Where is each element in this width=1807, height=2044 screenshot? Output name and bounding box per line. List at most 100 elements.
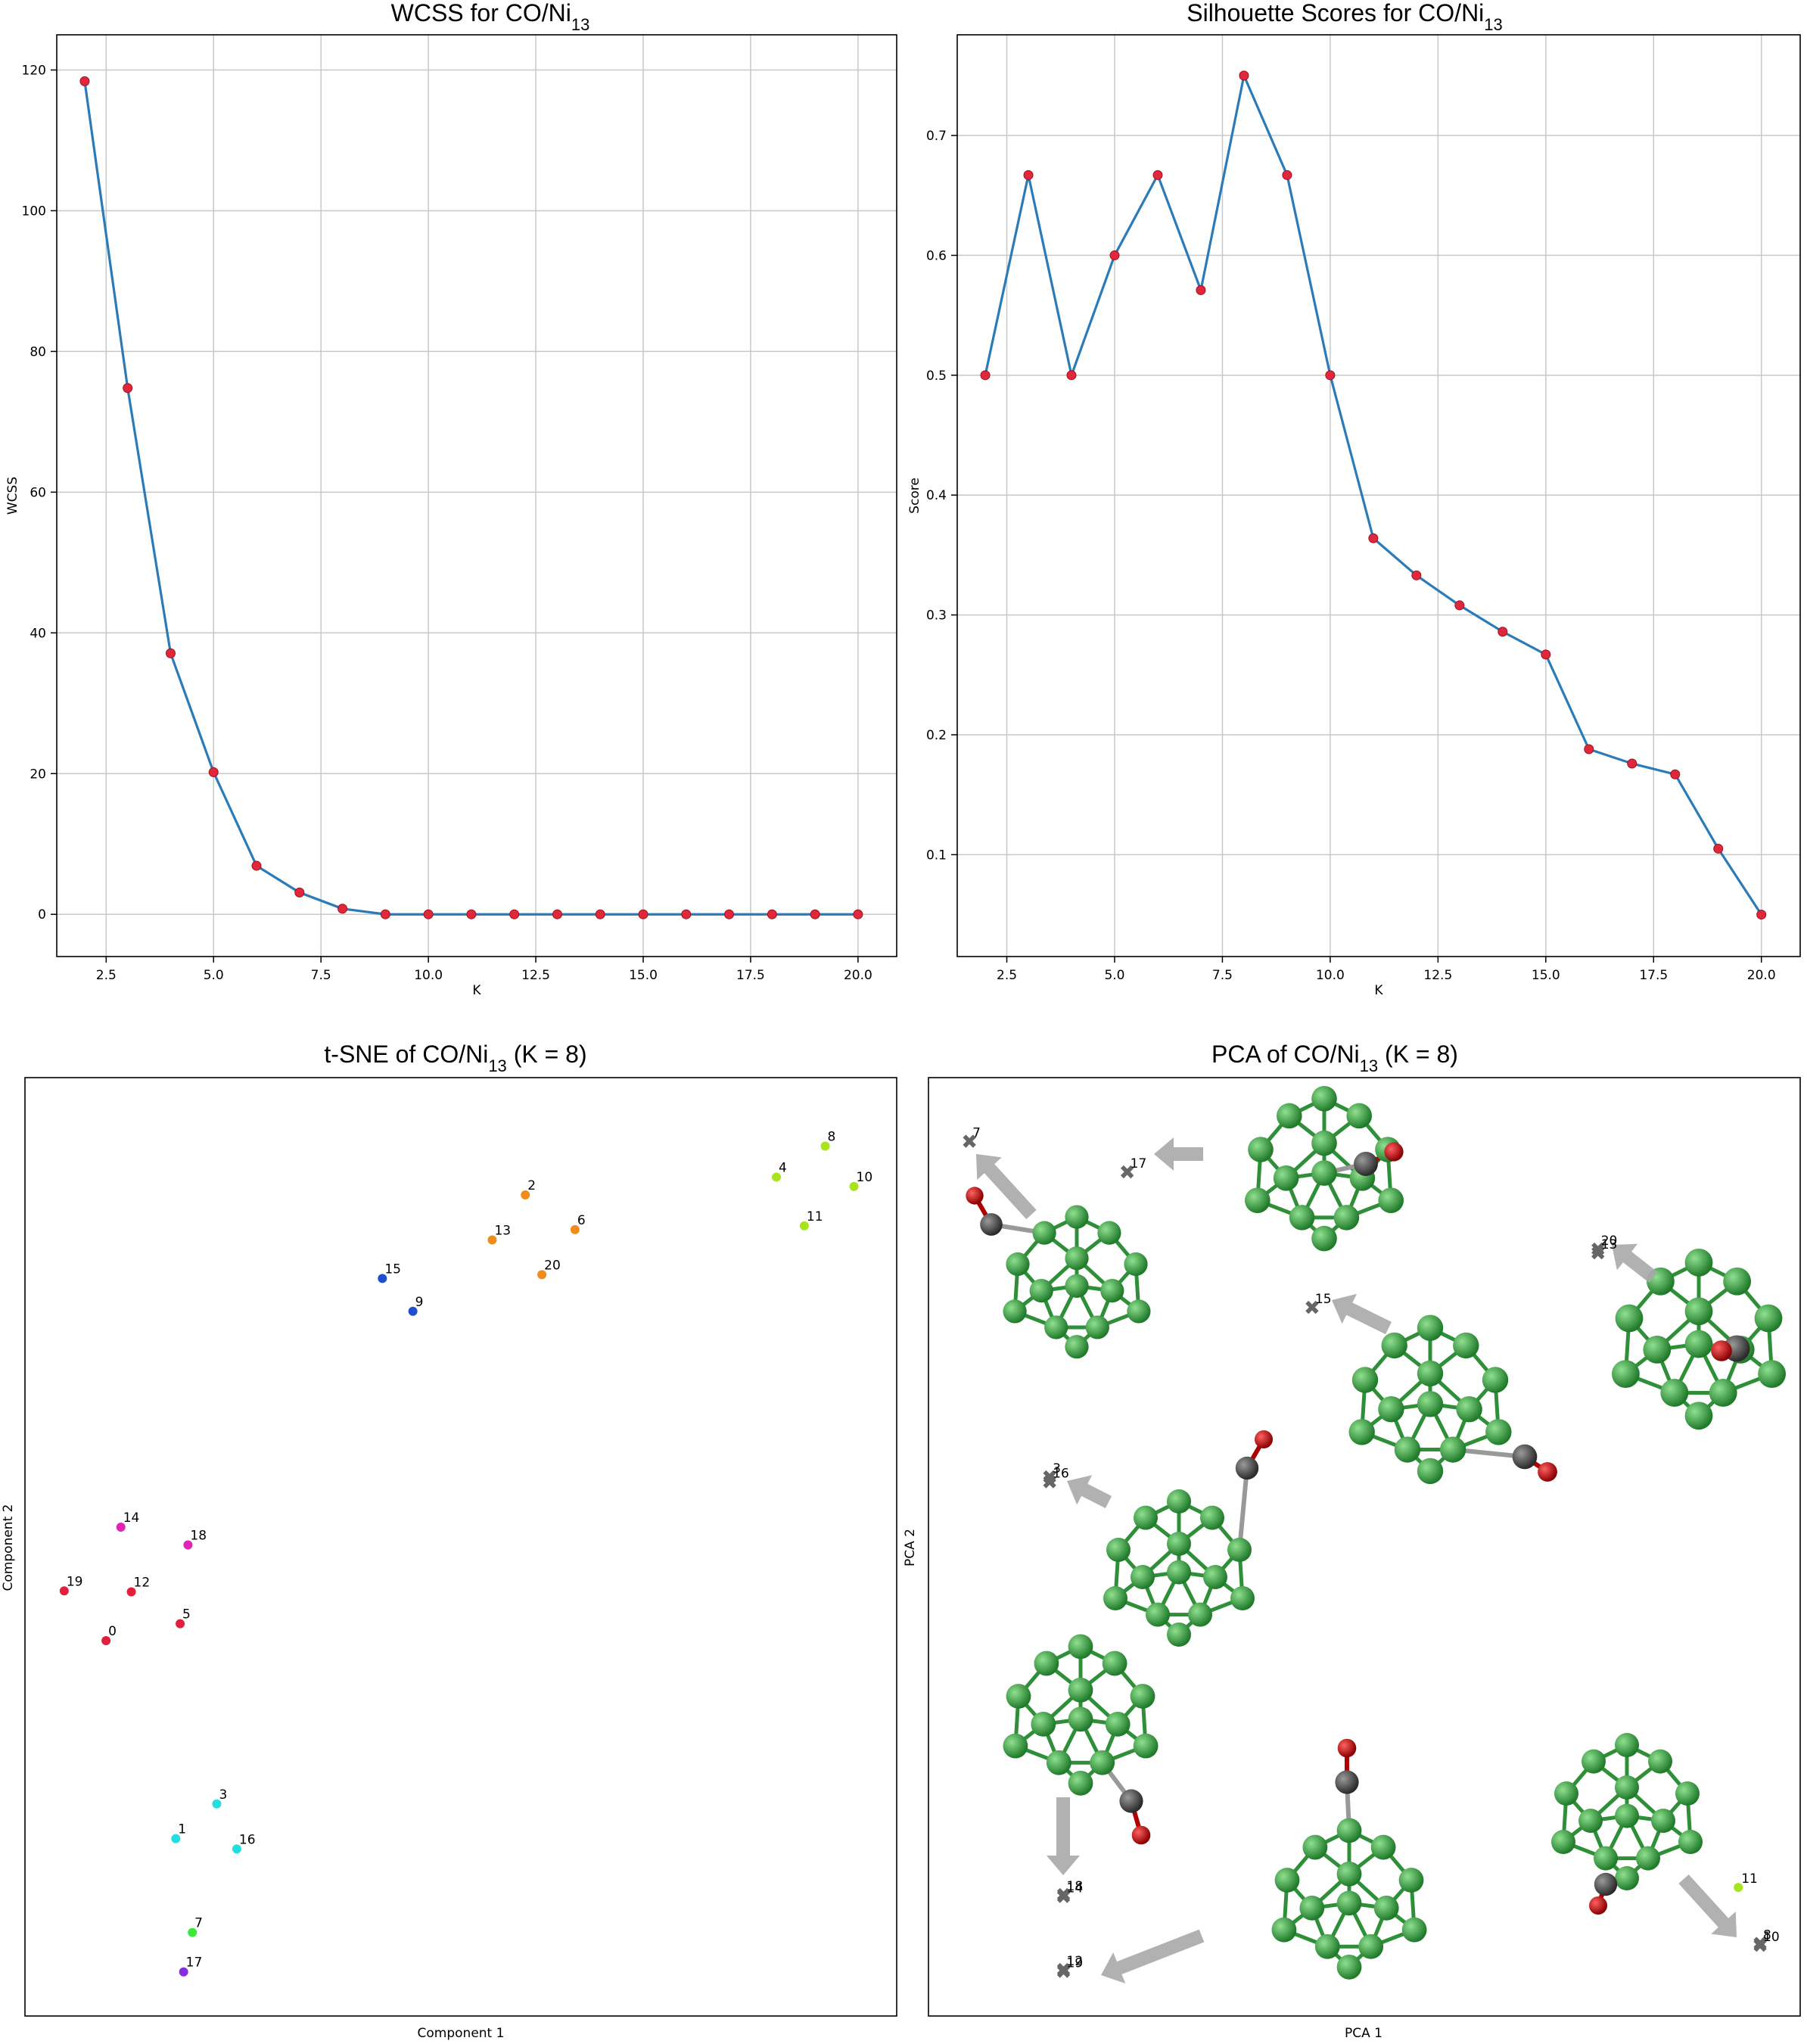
ni-atom: [1485, 1419, 1512, 1445]
data-point: [1368, 533, 1379, 543]
data-point: [853, 909, 863, 919]
x-tick-label: 15.0: [629, 968, 658, 983]
ni-atom: [1311, 1160, 1337, 1186]
pca-point-label: 18: [1067, 1879, 1084, 1894]
ni-atom: [1127, 1299, 1151, 1324]
x-tick-label: 10.0: [1316, 968, 1345, 983]
tsne-point: [378, 1274, 387, 1283]
ni-atom: [1723, 1267, 1752, 1296]
tsne-point: [570, 1224, 580, 1234]
silhouette-grid: [957, 35, 1800, 957]
y-tick-label: 60: [30, 485, 46, 500]
ni13-cluster-illustration: [1103, 1430, 1273, 1647]
pca-cluster-illustrations: [966, 1086, 1787, 1984]
ni-atom: [1006, 1252, 1030, 1277]
x-tick-label: 17.5: [1639, 968, 1668, 983]
ni-atom: [1370, 1834, 1396, 1860]
tsne-point: [799, 1221, 809, 1230]
ni-atom: [1314, 1934, 1340, 1959]
ni-atom: [1378, 1187, 1404, 1213]
ni-atom: [1336, 1954, 1362, 1980]
pca-point-label: 10: [1763, 1930, 1780, 1945]
ni-atom: [1456, 1396, 1482, 1423]
x-tick-label: 15.0: [1532, 968, 1560, 983]
o-atom: [966, 1187, 984, 1205]
tsne-point: [183, 1540, 193, 1550]
wcss-x-ticks: 2.5 5.0 7.5 10.0 12.5 15.0 17.5 20.0: [96, 957, 872, 983]
tsne-point: [820, 1141, 830, 1151]
ni-atom: [1029, 1279, 1053, 1303]
ni-atom: [1068, 1706, 1093, 1732]
arrow-shape: [1066, 1475, 1112, 1509]
o-atom: [1255, 1430, 1273, 1448]
ni-atom: [1034, 1650, 1059, 1676]
wcss-markers: [79, 76, 863, 919]
wcss-title: WCSS for CO/Ni13: [391, 0, 590, 34]
wcss-x-label: K: [472, 983, 481, 998]
x-tick-label: 5.0: [1104, 968, 1124, 983]
pca-point-marker: ✖: [1056, 1959, 1072, 1982]
ni-atom: [1065, 1205, 1089, 1229]
ni-atom: [1348, 1419, 1375, 1445]
data-point: [638, 909, 648, 919]
pca-y-label: PCA 2: [903, 1529, 918, 1566]
tsne-point: [126, 1587, 136, 1597]
data-point: [423, 909, 434, 919]
tsne-point: [101, 1636, 111, 1645]
data-point: [1411, 570, 1422, 580]
pca-point-label: 16: [1053, 1466, 1069, 1481]
ni-atom: [1615, 1304, 1644, 1333]
ni-atom: [1065, 1335, 1089, 1359]
tsne-point: [521, 1190, 530, 1199]
pca-point-label: 19: [1067, 1956, 1084, 1971]
o-atom: [1538, 1462, 1557, 1482]
pca-point-label: 8: [1763, 1928, 1771, 1943]
y-tick-label: 0.2: [926, 728, 947, 743]
ni-atom: [1044, 1315, 1068, 1339]
ni-atom: [1758, 1360, 1787, 1388]
ni-atom: [1097, 1221, 1121, 1245]
ni-atom: [1453, 1332, 1479, 1359]
data-point: [1541, 649, 1551, 660]
pca-point-marker: ✖: [1056, 1887, 1072, 1909]
pca-point-marker: ✖: [961, 1131, 978, 1153]
ni13-cluster-illustration: [1245, 1086, 1404, 1252]
tsne-point-label: 9: [415, 1295, 424, 1310]
pca-point-marker: [1734, 1883, 1743, 1893]
ni-atom: [1401, 1917, 1427, 1943]
arrow-shape: [1612, 1243, 1658, 1283]
ni-atom: [1551, 1830, 1575, 1854]
ni-atom: [1417, 1391, 1444, 1417]
ni-atom: [1032, 1221, 1056, 1245]
tsne-point-label: 12: [134, 1576, 151, 1591]
tsne-point-label: 3: [219, 1787, 227, 1803]
ni-atom: [1615, 1866, 1639, 1890]
wcss-y-ticks: 0 20 40 60 80 100 120: [22, 63, 57, 922]
ni-atom: [1068, 1677, 1093, 1703]
tsne-point-label: 20: [544, 1258, 561, 1273]
ni-atom: [1336, 1818, 1362, 1843]
data-point: [1239, 70, 1249, 81]
ni-atom: [1636, 1846, 1660, 1871]
data-point: [294, 887, 305, 898]
data-point: [980, 370, 991, 381]
ni-atom: [1311, 1130, 1337, 1156]
data-point: [595, 909, 605, 919]
pca-point-label: 3: [1053, 1461, 1061, 1476]
x-tick-label: 7.5: [1212, 968, 1233, 983]
pca-point-marker: ✖: [1304, 1297, 1320, 1320]
tsne-plot-frame: [24, 1077, 897, 2017]
ni-atom: [1336, 1861, 1362, 1887]
ni-atom: [1643, 1336, 1672, 1364]
x-tick-label: 12.5: [1423, 968, 1452, 983]
pca-point-label: 7: [972, 1125, 981, 1140]
data-point: [552, 909, 562, 919]
ni-atom: [1373, 1896, 1399, 1921]
y-tick-label: 0.7: [926, 129, 947, 144]
y-tick-label: 40: [30, 626, 46, 641]
ni-atom: [1615, 1733, 1639, 1757]
o-atom: [1711, 1340, 1732, 1361]
pca-point-label: 17: [1131, 1156, 1147, 1171]
